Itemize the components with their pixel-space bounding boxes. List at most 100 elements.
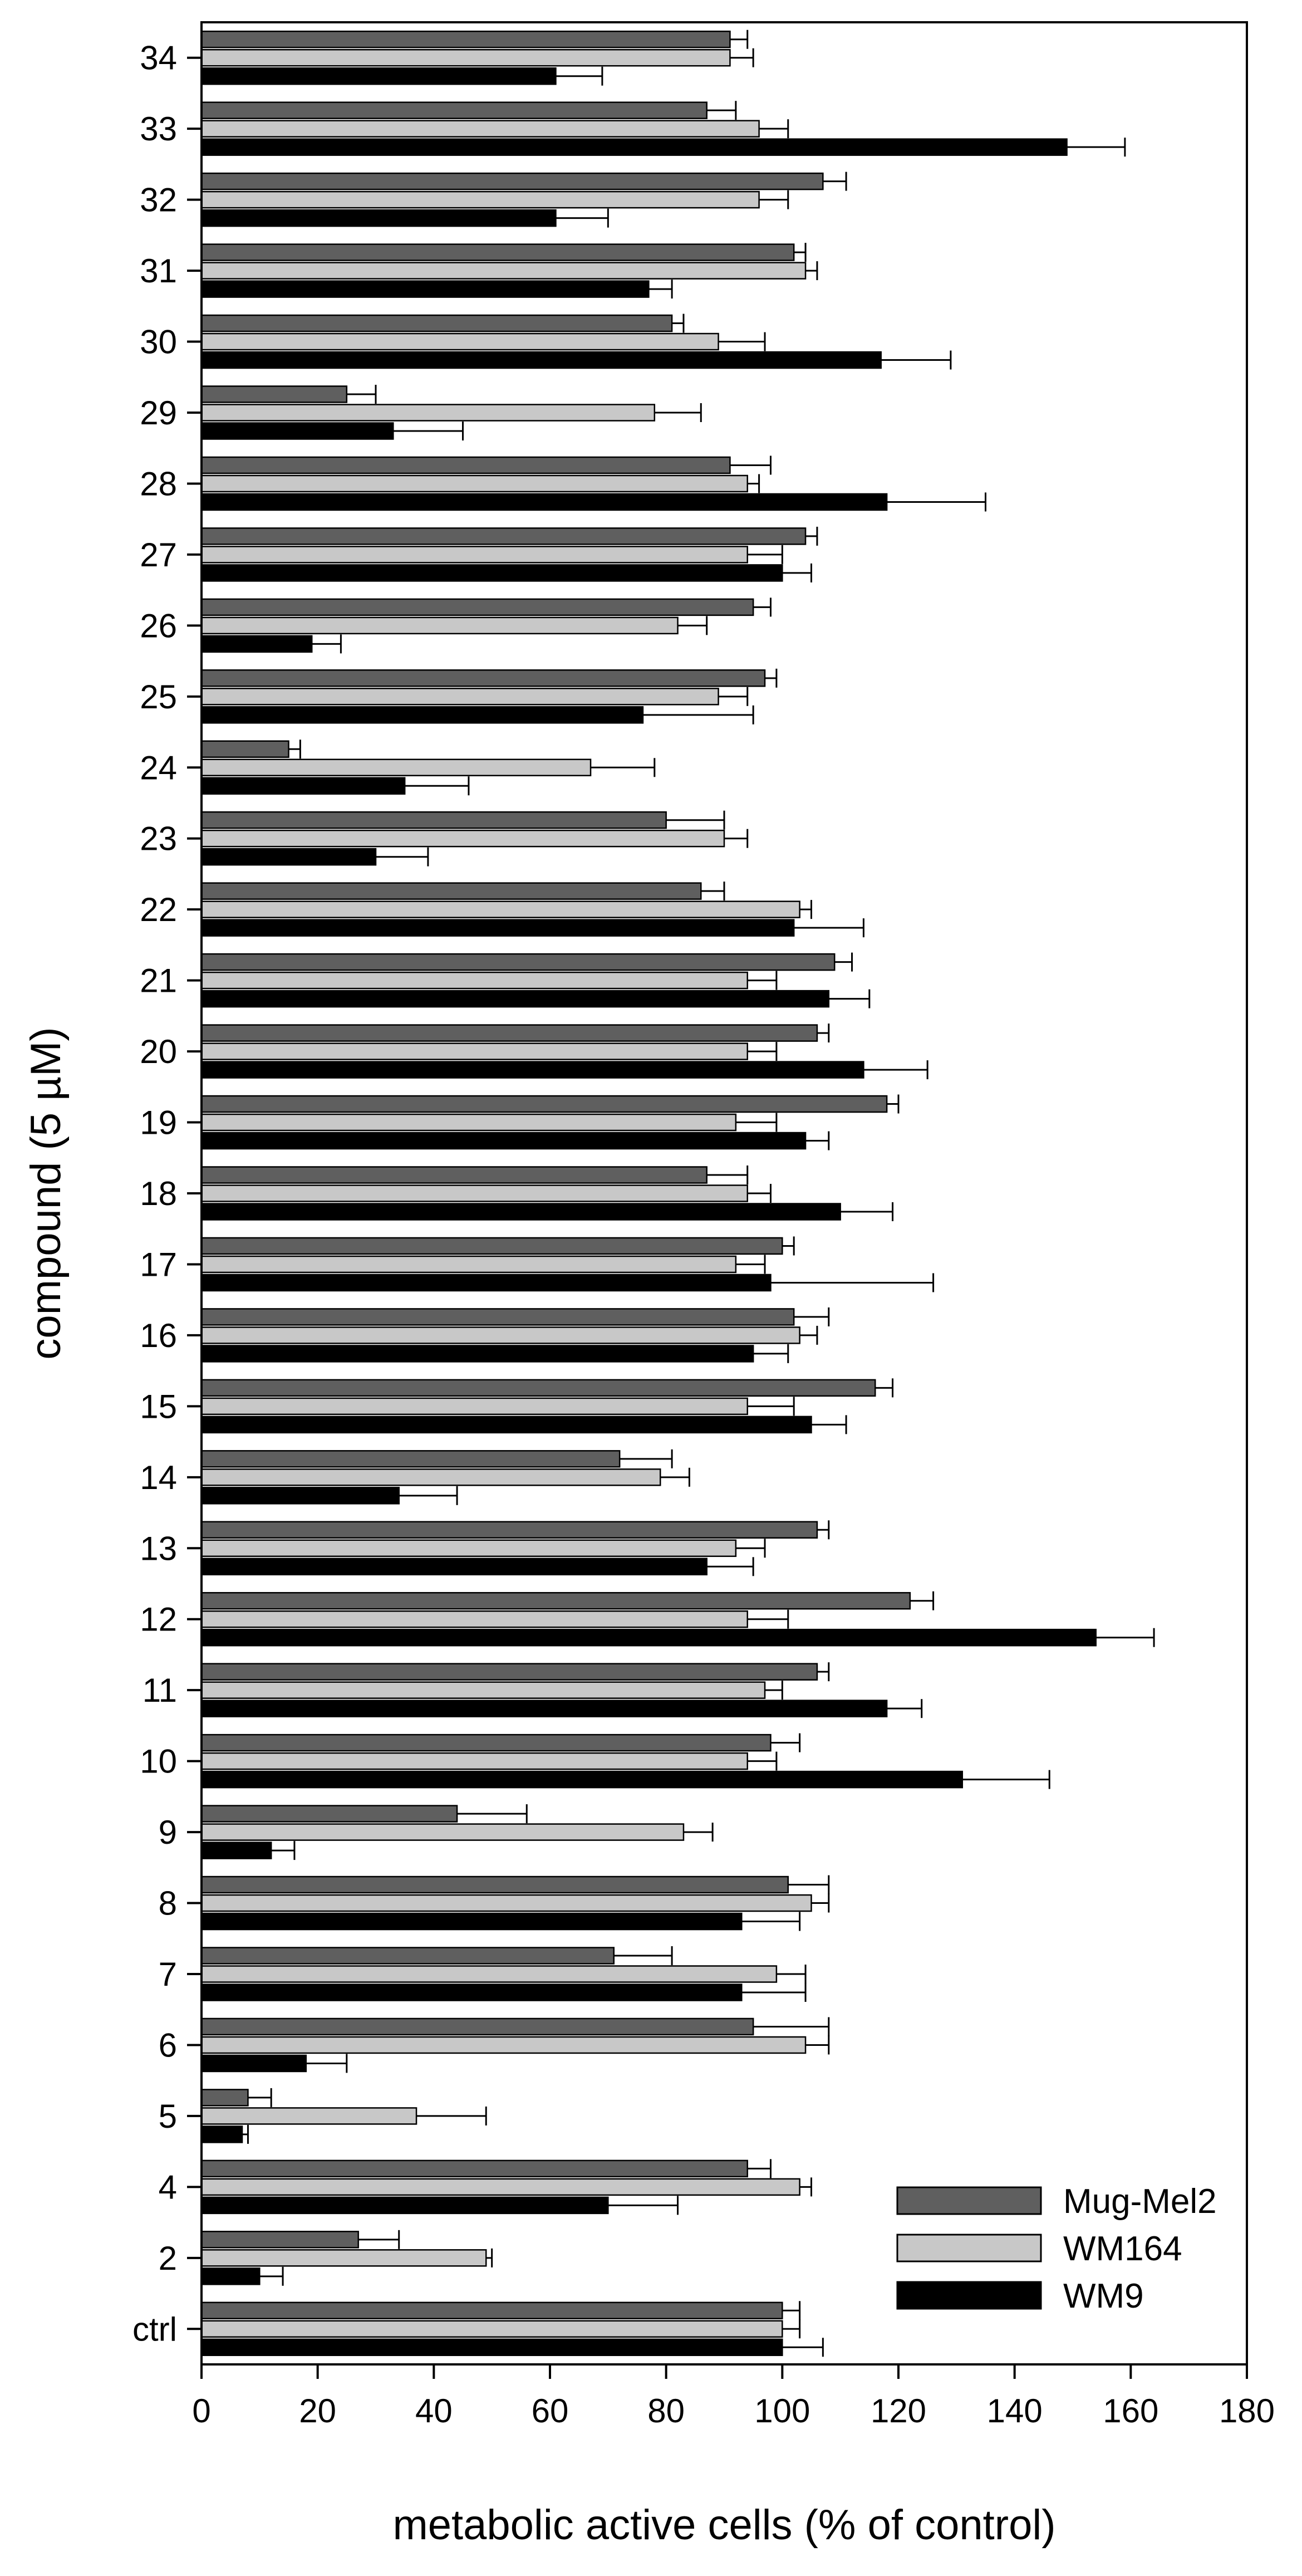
- legend-label: Mug-Mel2: [1063, 2182, 1217, 2221]
- error-bar-wm164-13: [735, 1539, 766, 1558]
- bar-wm9-ctrl: [200, 2338, 783, 2357]
- error-bars-layer: [242, 30, 1155, 2357]
- bar-wm164-23: [200, 829, 725, 848]
- legend-item-mug-mel2: Mug-Mel2: [896, 2182, 1217, 2221]
- y-tick-label-12: 12: [140, 1601, 177, 1638]
- error-bar-mug-mel2-9: [457, 1804, 528, 1824]
- error-bar-mug-mel2-29: [346, 385, 377, 404]
- error-bar-wm164-27: [747, 545, 783, 564]
- x-tick-label-60: 60: [532, 2392, 569, 2430]
- bar-wm9-13: [200, 1558, 707, 1576]
- error-bar-mug-mel2-4: [747, 2159, 772, 2178]
- bar-wm164-5: [200, 2107, 417, 2125]
- y-tick-label-24: 24: [140, 749, 177, 786]
- error-bar-wm164-32: [759, 190, 789, 209]
- bar-wm9-22: [200, 919, 795, 937]
- error-bar-wm9-17: [770, 1273, 935, 1292]
- legend-item-wm9: WM9: [896, 2277, 1144, 2315]
- error-bar-wm9-10: [962, 1770, 1050, 1789]
- x-tick-label-120: 120: [871, 2392, 926, 2430]
- y-tick-label-33: 33: [140, 110, 177, 148]
- y-axis: ctrl245678910111213141516171819202122232…: [132, 40, 202, 2348]
- error-bar-wm9-33: [1067, 138, 1126, 157]
- error-bar-mug-mel2-21: [834, 952, 853, 972]
- bar-mug-mel2-18: [200, 1166, 707, 1184]
- bar-mug-mel2-15: [200, 1379, 876, 1397]
- bar-wm9-29: [200, 422, 394, 440]
- error-bar-wm9-16: [753, 1344, 789, 1363]
- bar-wm9-11: [200, 1700, 888, 1717]
- error-bar-mug-mel2-30: [672, 314, 685, 333]
- error-bar-mug-mel2-11: [817, 1662, 830, 1682]
- bar-mug-mel2-24: [200, 740, 289, 758]
- y-tick-label-10: 10: [140, 1743, 177, 1780]
- error-bar-wm164-31: [805, 261, 818, 281]
- bar-wm9-26: [200, 635, 313, 653]
- error-bar-mug-mel2-5: [248, 2088, 272, 2107]
- error-bar-wm164-11: [765, 1681, 783, 1700]
- error-bar-wm9-32: [556, 208, 609, 228]
- y-tick-label-5: 5: [159, 2098, 177, 2135]
- bar-wm9-17: [200, 1274, 772, 1292]
- bar-mug-mel2-22: [200, 882, 702, 900]
- error-bar-wm164-29: [654, 403, 702, 422]
- bar-wm164-29: [200, 404, 656, 422]
- error-bar-wm9-26: [312, 634, 342, 654]
- bar-wm9-25: [200, 706, 644, 724]
- bar-wm164-16: [200, 1326, 800, 1344]
- error-bar-mug-mel2-14: [620, 1449, 673, 1468]
- error-bar-wm164-4: [799, 2177, 812, 2197]
- error-bar-mug-mel2-32: [823, 172, 847, 191]
- error-bar-mug-mel2-16: [794, 1307, 830, 1326]
- error-bar-wm9-23: [376, 847, 429, 866]
- bar-wm164-10: [200, 1752, 748, 1770]
- error-bar-wm9-6: [306, 2054, 348, 2073]
- y-tick-label-20: 20: [140, 1033, 177, 1070]
- x-axis: 0 20 40 60 80 100 120 140 160 180: [192, 2364, 1275, 2430]
- bar-wm9-24: [200, 777, 406, 795]
- error-bar-mug-mel2-2: [358, 2230, 400, 2249]
- bar-wm9-28: [200, 493, 888, 511]
- error-bar-wm9-22: [794, 918, 864, 938]
- legend-swatch: [896, 2186, 1042, 2215]
- x-axis-title: metabolic active cells (% of control): [392, 2501, 1055, 2549]
- bar-mug-mel2-ctrl: [200, 2301, 783, 2320]
- bar-wm164-33: [200, 120, 760, 138]
- error-bar-mug-mel2-24: [288, 740, 301, 759]
- bar-mug-mel2-7: [200, 1947, 615, 1965]
- bar-wm9-30: [200, 351, 882, 369]
- error-bar-mug-mel2-20: [817, 1023, 830, 1043]
- bar-wm9-32: [200, 209, 557, 227]
- bar-wm164-11: [200, 1681, 766, 1699]
- error-bar-wm9-ctrl: [782, 2338, 824, 2357]
- error-bar-wm9-7: [741, 1983, 807, 2002]
- bar-mug-mel2-25: [200, 669, 766, 687]
- error-bar-wm164-19: [735, 1113, 778, 1132]
- bar-wm164-12: [200, 1610, 748, 1628]
- bar-wm164-20: [200, 1042, 748, 1060]
- error-bar-wm9-29: [393, 422, 464, 440]
- bar-wm9-16: [200, 1345, 754, 1363]
- error-bar-wm164-2: [486, 2248, 493, 2268]
- error-bar-wm164-24: [591, 758, 656, 777]
- bar-mug-mel2-12: [200, 1591, 911, 1610]
- y-tick-label-11: 11: [143, 1672, 177, 1709]
- error-bar-wm9-2: [259, 2266, 284, 2286]
- bar-wm9-6: [200, 2054, 307, 2073]
- error-bar-wm164-6: [805, 2035, 830, 2055]
- error-bar-mug-mel2-23: [666, 810, 725, 830]
- bar-mug-mel2-19: [200, 1095, 888, 1113]
- x-tick-label-80: 80: [647, 2392, 685, 2430]
- bar-wm164-24: [200, 758, 592, 777]
- x-tick-label-140: 140: [987, 2392, 1043, 2430]
- bar-wm9-7: [200, 1984, 743, 2001]
- y-tick-label-26: 26: [140, 607, 177, 644]
- error-bar-wm9-20: [863, 1060, 928, 1080]
- error-bar-wm9-28: [887, 492, 986, 512]
- bar-wm164-6: [200, 2036, 807, 2054]
- bar-mug-mel2-4: [200, 2159, 748, 2178]
- error-bar-wm9-5: [242, 2124, 249, 2144]
- bar-wm164-31: [200, 262, 807, 280]
- error-bar-wm164-14: [660, 1467, 690, 1487]
